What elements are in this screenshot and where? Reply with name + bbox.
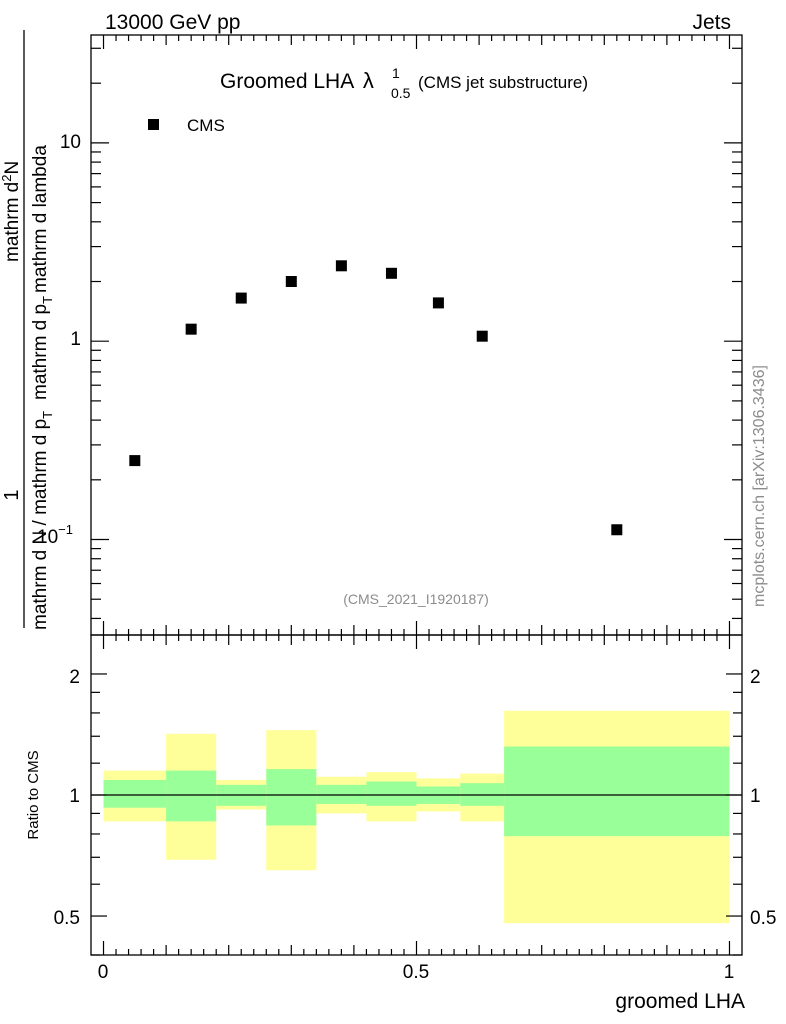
x-tick-label-0: 0 [98,962,109,983]
ratio-y-tick-label-0p5-left: 0.5 [54,908,80,929]
energy-label: 13000 GeV pp [105,11,240,34]
ratio-band-inner-3 [266,769,317,826]
plot-title-suffix: (CMS jet substructure) [418,73,588,92]
main-y-axis-label: 1 mathrm d N / mathrm d pT mathrm d2N ma… [0,30,55,630]
y-label-frac-bottom-text: mathrm d p [30,304,51,400]
plot-title-symbol: λ [363,68,374,93]
plot-title-subscript: 0.5 [391,85,411,101]
ratio-y-axis-label: Ratio to CMS [25,750,42,839]
main-y-tick-label-0p1-exp: −1 [58,522,73,537]
x-axis-label: groomed LHA [615,990,745,1013]
process-label: Jets [692,11,731,34]
x-tick-label-1: 1 [724,962,735,983]
data-point-4 [335,260,347,272]
y-label-frac-bottom: mathrm d pTmathrm d lambda [30,145,55,400]
ratio-y-tick-label-1-right: 1 [750,786,761,807]
plot-title-superscript: 1 [392,65,400,81]
ratio-band-inner-5 [366,781,417,806]
y-label-frac-bottom-end: mathrm d lambda [30,145,51,293]
axis-ticks [91,35,742,956]
data-point-0 [129,455,141,467]
ratio-y-tick-label-2-right: 2 [750,667,761,688]
y-label-frac-bottom-sub: T [40,296,55,304]
mcplots-side-label: mcplots.cern.ch [arXiv:1306.3436] [751,365,768,607]
y-label-frac-top-sup: 2 [0,175,14,182]
data-point-3 [285,276,297,288]
data-point-5 [385,267,397,279]
main-y-tick-label-1: 1 [70,329,81,350]
y-label-denominator: mathrm d N / mathrm d pT [30,411,55,630]
data-points [129,260,623,536]
ratio-band-inner-1 [166,770,217,822]
ratio-band-inner-0 [103,779,167,808]
ratio-y-tick-label-1-left: 1 [69,786,80,807]
data-point-6 [432,297,444,309]
data-point-1 [185,323,197,335]
x-tick-label-0p5: 0.5 [403,962,429,983]
y-label-frac-top-text: mathrm d [2,182,23,262]
ratio-y-tick-label-2-left: 2 [69,667,80,688]
ratio-y-tick-label-0p5-right: 0.5 [750,908,776,929]
y-label-frac-top: mathrm d2N [0,161,23,262]
plot-title: Groomed LHA λ [220,68,374,93]
data-point-8 [611,524,623,536]
data-point-7 [476,330,488,342]
ratio-band-inner-8 [504,746,730,837]
y-label-denominator-sub: T [40,411,55,419]
ratio-bands [103,710,730,924]
analysis-label: (CMS_2021_I1920187) [343,591,489,607]
y-label-numerator: 1 [1,489,23,500]
main-y-tick-label-10: 10 [60,132,81,153]
legend-label: CMS [187,116,225,135]
y-label-frac-top-end: N [2,161,23,175]
legend-marker [148,119,159,130]
plot-title-main: Groomed LHA [220,70,354,93]
y-label-denominator-text: mathrm d N / mathrm d p [30,419,51,630]
data-point-2 [235,292,247,304]
